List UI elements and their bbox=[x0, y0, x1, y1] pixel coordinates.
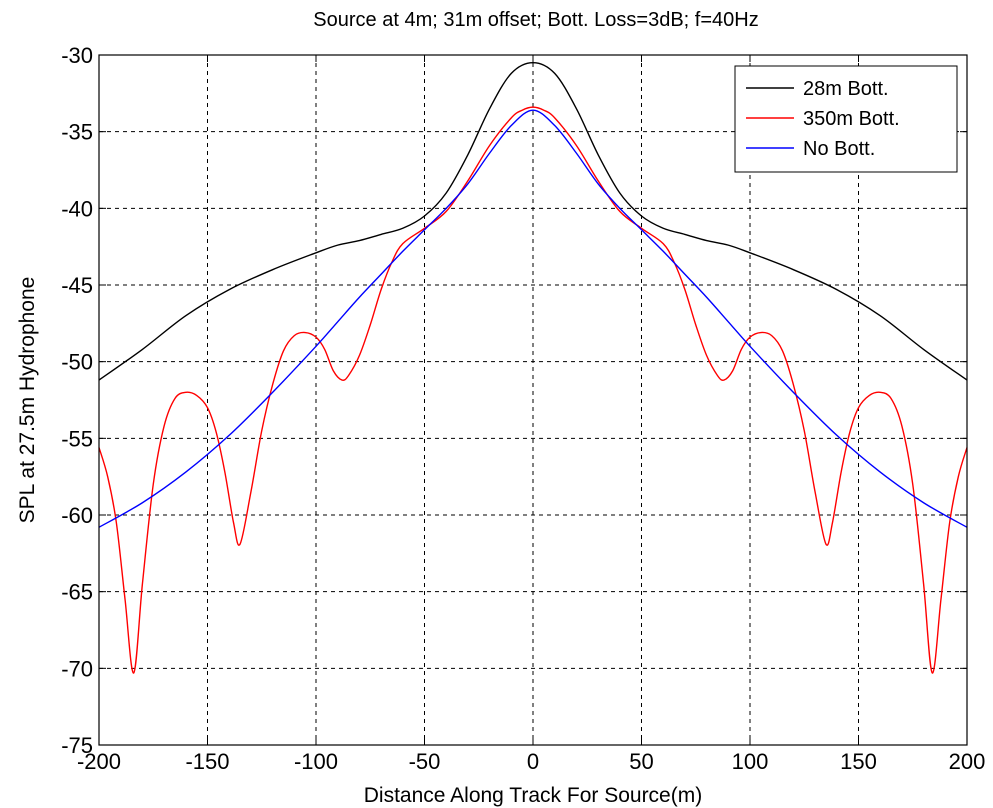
y-axis-label: SPL at 27.5m Hydrophone bbox=[16, 277, 39, 524]
x-tick-label: 50 bbox=[629, 749, 653, 774]
y-tick-label: -55 bbox=[61, 426, 93, 451]
axis-ticks: -200 -150 -100 -50 0 50 100 150 200 -30 -35 -40 -45 -… bbox=[61, 43, 985, 774]
x-axis-label: Distance Along Track For Source(m) bbox=[364, 784, 702, 807]
y-tick-label: -65 bbox=[61, 580, 93, 605]
y-tick-label: -50 bbox=[61, 350, 93, 375]
legend-entry-label: 28m Bott. bbox=[803, 78, 889, 100]
series-line-2 bbox=[98, 109, 968, 528]
x-tick-label: 100 bbox=[732, 749, 769, 774]
y-tick-label: -30 bbox=[61, 43, 93, 68]
y-tick-label: -45 bbox=[61, 273, 93, 298]
chart-title: Source at 4m; 31m offset; Bott. Loss=3dB… bbox=[313, 9, 758, 31]
legend-entry-label: No Bott. bbox=[803, 138, 875, 160]
series-layer bbox=[98, 61, 968, 674]
x-tick-label: 150 bbox=[840, 749, 877, 774]
y-tick-label: -60 bbox=[61, 503, 93, 528]
x-tick-label: -150 bbox=[185, 749, 229, 774]
series-line-0 bbox=[98, 61, 968, 381]
x-tick-label: -50 bbox=[409, 749, 441, 774]
x-tick-label: 200 bbox=[949, 749, 986, 774]
legend: 28m Bott. 350m Bott. No Bott. bbox=[734, 65, 958, 173]
y-tick-label: -70 bbox=[61, 656, 93, 681]
y-tick-label: -40 bbox=[61, 196, 93, 221]
x-tick-label: -200 bbox=[77, 749, 121, 774]
x-tick-label: 0 bbox=[527, 749, 539, 774]
y-tick-label: -75 bbox=[61, 733, 93, 758]
legend-entry-label: 350m Bott. bbox=[803, 108, 900, 130]
series-line-1 bbox=[98, 106, 968, 674]
legend-box bbox=[734, 65, 958, 173]
y-tick-label: -35 bbox=[61, 120, 93, 145]
x-tick-label: -100 bbox=[294, 749, 338, 774]
